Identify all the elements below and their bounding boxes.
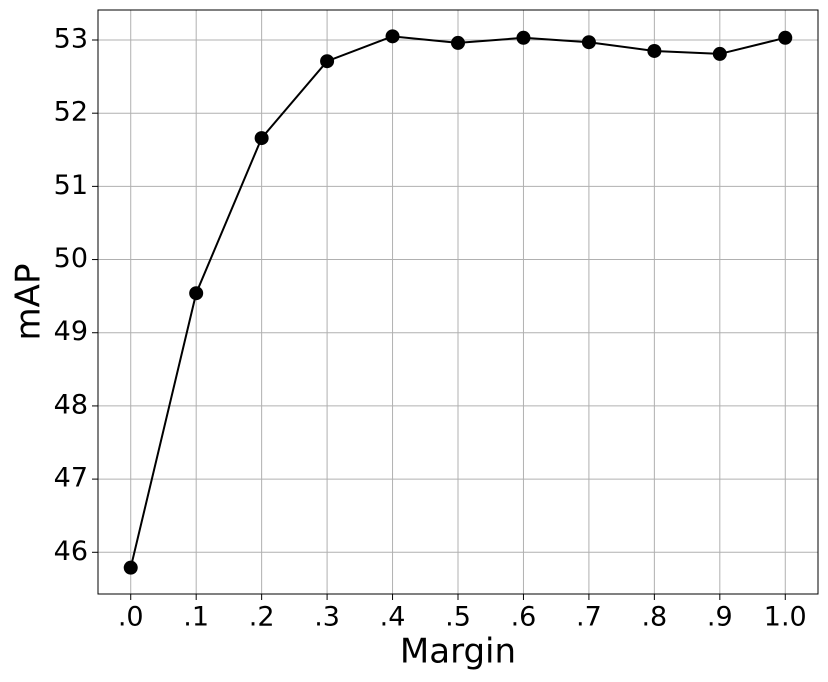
x-tick-label: .0 [118,602,144,633]
y-tick-label: 51 [54,170,88,201]
y-tick-label: 46 [54,536,88,567]
x-tick-label: .9 [707,602,733,633]
grid-layer [98,10,818,594]
x-axis-label: Margin [400,632,516,672]
x-tick-label: .7 [576,602,602,633]
x-tick-label: .8 [641,602,667,633]
y-tick-label: 49 [54,316,88,347]
y-tick-label: 53 [54,24,88,55]
y-tick-label: 48 [54,389,88,420]
point [320,54,335,69]
y-tick-label: 47 [54,463,88,494]
x-tick-label: .1 [183,602,209,633]
x-tick-label: .6 [511,602,537,633]
y-tick-label: 52 [54,97,88,128]
point [516,30,531,45]
point [385,29,400,44]
point [254,131,269,146]
x-tick-label: .2 [249,602,275,633]
x-tick-label: .5 [445,602,471,633]
y-axis-label: mAP [9,264,49,341]
point [647,43,662,58]
point [712,46,727,61]
y-tick-label: 50 [54,243,88,274]
point [451,35,465,50]
x-tick-label: 1.0 [764,602,807,633]
x-tick-label: .4 [380,602,406,633]
point [123,560,138,575]
point [778,30,793,45]
x-tick-label: .3 [314,602,340,633]
point [189,286,204,301]
point [581,35,596,50]
